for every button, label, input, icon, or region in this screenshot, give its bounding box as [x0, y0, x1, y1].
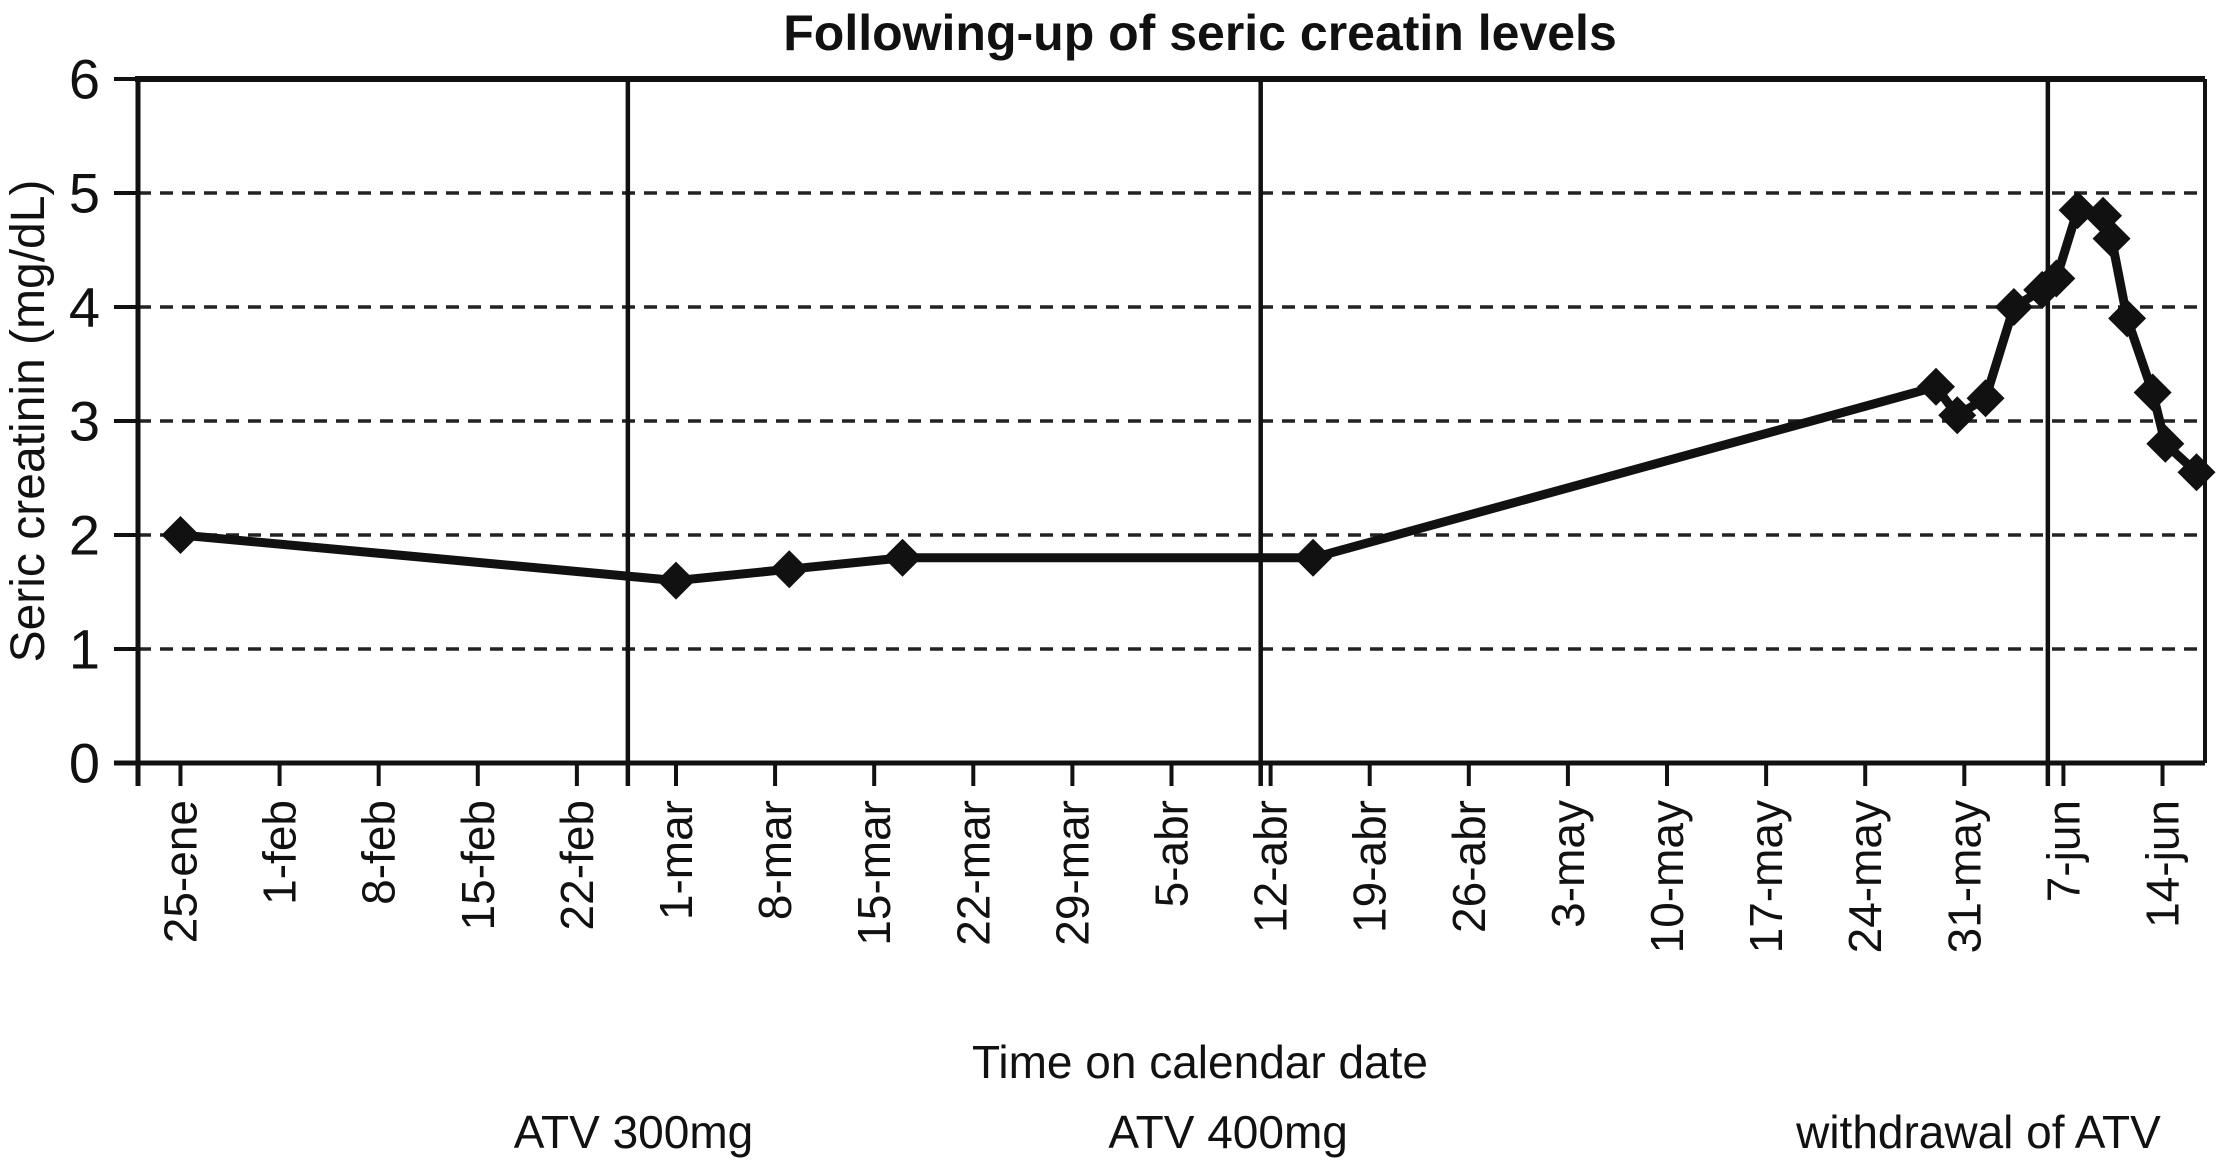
x-tick-label: 10-may [1641, 800, 1693, 953]
data-point-marker [161, 516, 200, 554]
x-tick-label: 24-may [1839, 800, 1891, 953]
chart-title: Following-up of seric creatin levels [783, 5, 1617, 61]
data-point-marker [2092, 219, 2131, 258]
x-tick-label: 14-jun [2137, 800, 2189, 928]
y-tick-label: 3 [69, 390, 100, 453]
data-point-marker [883, 538, 922, 577]
data-point-marker [1938, 396, 1977, 435]
data-point-marker [1966, 379, 2005, 418]
x-tick-label: 29-mar [1046, 800, 1098, 946]
x-tick-label: 1-mar [650, 800, 702, 920]
x-tick-label: 15-feb [452, 800, 504, 930]
x-tick-label: 5-abr [1146, 800, 1198, 907]
phase-annotation: withdrawal of ATV [1795, 1106, 2161, 1158]
x-tick-label: 25-ene [154, 800, 206, 943]
data-point-marker [1917, 367, 1956, 406]
phase-annotation: ATV 400mg [1108, 1106, 1347, 1158]
data-point-marker [1294, 538, 1333, 577]
x-tick-label: 15-mar [848, 800, 900, 946]
y-tick-label: 1 [69, 618, 100, 681]
y-tick-label: 2 [69, 504, 100, 567]
x-axis-title: Time on calendar date [972, 1036, 1428, 1088]
x-tick-label: 3-may [1542, 800, 1594, 928]
data-point-marker [2108, 299, 2147, 338]
y-tick-label: 0 [69, 732, 100, 795]
data-point-marker [2023, 270, 2062, 309]
x-tick-label: 31-may [1938, 800, 1990, 953]
x-tick-label: 17-may [1740, 800, 1792, 953]
x-tick-label: 22-feb [551, 800, 603, 930]
data-point-marker [770, 550, 809, 589]
data-point-marker [656, 561, 695, 600]
data-line [180, 205, 2200, 586]
x-tick-label: 26-abr [1443, 800, 1495, 933]
x-tick-label: 19-abr [1344, 800, 1396, 933]
x-tick-label: 7-jun [2037, 800, 2089, 902]
y-tick-label: 5 [69, 162, 100, 225]
y-axis-title: Seric creatinin (mg/dL) [2, 180, 55, 663]
x-tick-label: 12-abr [1245, 800, 1297, 933]
data-point-marker [2146, 424, 2185, 463]
phase-annotation: ATV 300mg [514, 1106, 753, 1158]
data-point-marker [2037, 259, 2076, 298]
data-point-marker [2058, 191, 2097, 230]
data-point-marker [2177, 453, 2216, 492]
data-point-marker [2133, 373, 2172, 412]
x-tick-label: 22-mar [947, 800, 999, 946]
y-tick-label: 4 [69, 276, 100, 339]
x-tick-label: 8-mar [749, 800, 801, 920]
data-point-marker [1994, 288, 2033, 326]
x-tick-label: 1-feb [254, 800, 306, 905]
y-tick-label: 6 [69, 48, 100, 111]
x-tick-label: 8-feb [353, 800, 405, 905]
